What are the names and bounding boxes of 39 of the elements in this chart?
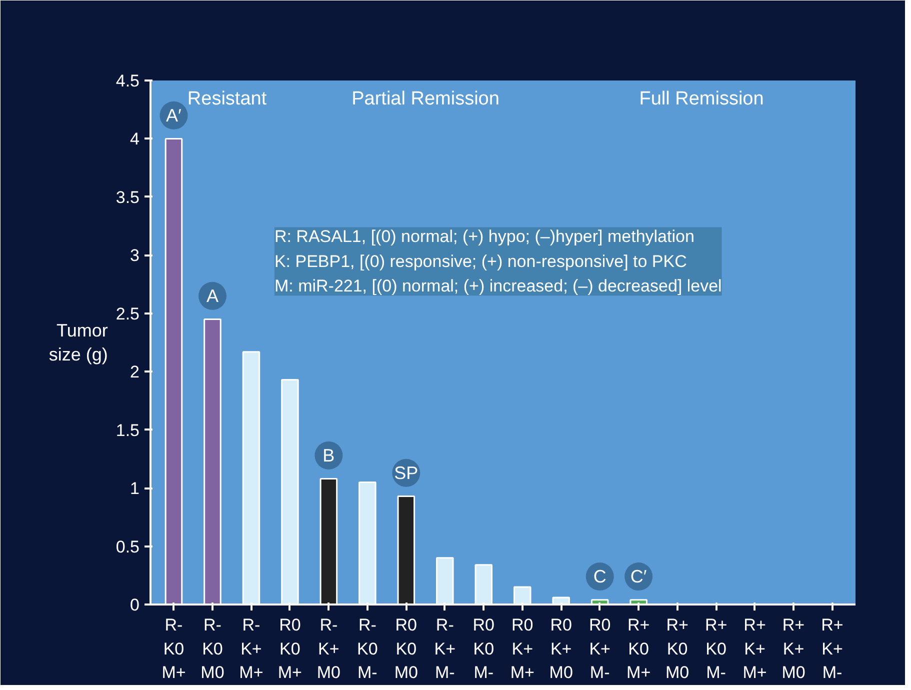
annotation: Resistant — [187, 88, 268, 110]
y-tick-label: 0.5 — [116, 537, 140, 556]
x-tick-label: R- K+ M0 — [316, 616, 341, 682]
x-tick-label: R- K0 M- — [357, 616, 378, 682]
x-tick-label: R+ K+ M0 — [782, 616, 806, 682]
x-tick-label: R+ K+ M- — [821, 616, 844, 682]
x-tick-label: R0 K0 M+ — [278, 616, 302, 682]
x-tick-label: R0 K0 M0 — [394, 616, 418, 682]
x-tick-label: R+ K+ M+ — [742, 616, 767, 682]
annotation: C′ — [630, 566, 648, 587]
annotation: Partial Remission — [352, 88, 500, 110]
x-tick-label: R+ K0 M+ — [626, 616, 651, 682]
y-tick-label: 1 — [130, 479, 140, 498]
x-tick-label: R0 K+ M0 — [549, 616, 573, 682]
x-tick-label: R- K+ M+ — [239, 616, 264, 682]
y-tick-label: 3 — [130, 246, 140, 266]
y-tick-label: 3.5 — [116, 188, 140, 207]
annotation: R: RASAL1, [(0) normal; (+) hypo; (–)hyper] methylation K: PEBP1, [(0) responsive; (+) non-responsive] to PKC M: miR-221, [(0) normal; (+) increased; (–) decreased] level — [274, 227, 722, 296]
x-tick-label: R+ K0 M- — [704, 616, 728, 682]
x-tick-label: R0 K+ M+ — [510, 616, 534, 682]
annotation: Full Remission — [639, 88, 764, 110]
y-tick-label: 1.5 — [116, 420, 140, 440]
x-tick-label: R- K0 M0 — [200, 616, 224, 682]
annotation: A — [206, 286, 218, 306]
x-tick-label: R0 K0 M- — [472, 616, 494, 682]
y-axis-title: Tumor size (g) — [48, 320, 108, 364]
annotation: SP — [394, 462, 418, 483]
y-tick-label: 0 — [130, 596, 140, 614]
x-tick-label: R+ K0 M0 — [666, 616, 690, 682]
y-tick-label: 4.5 — [116, 72, 140, 90]
x-tick-label: R0 K+ M- — [588, 616, 611, 682]
annotation: C — [593, 566, 606, 587]
y-tick-label: 2.5 — [116, 304, 140, 324]
x-tick-label: R- K+ M- — [434, 616, 456, 682]
y-tick-label: 4 — [130, 130, 140, 149]
annotation: A′ — [166, 105, 182, 126]
y-tick-label: 2 — [130, 362, 140, 382]
x-tick-label: R- K0 M+ — [162, 616, 186, 682]
annotation: B — [322, 445, 335, 466]
